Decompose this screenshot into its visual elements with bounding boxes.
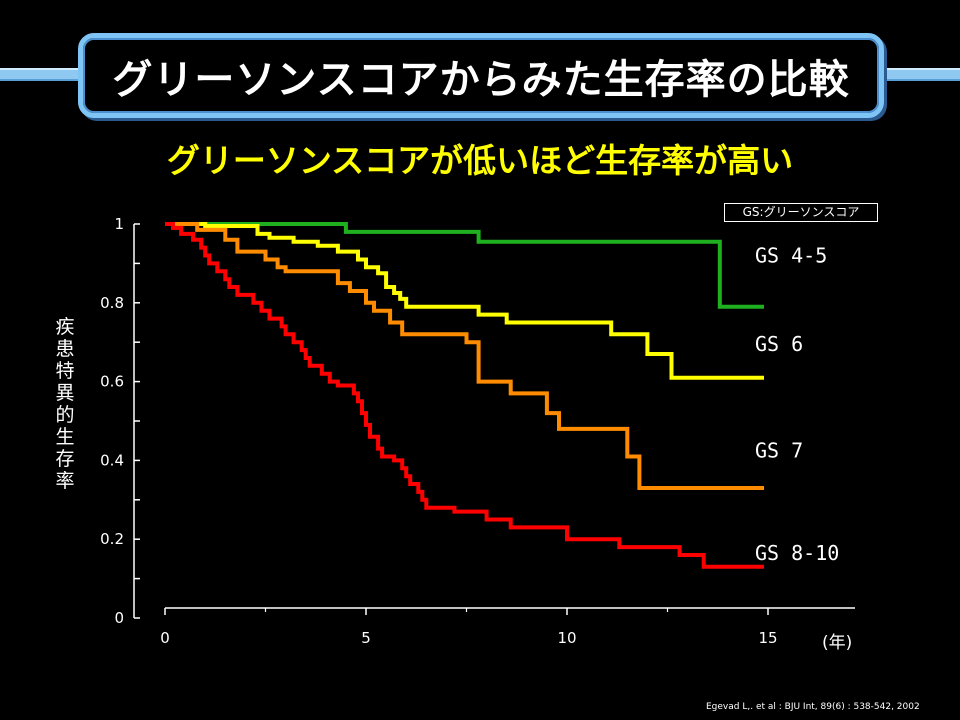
y-tick-label: 0.2 xyxy=(100,530,124,548)
x-axis-unit-label: (年) xyxy=(822,633,853,653)
series-label-0: GS 4-5 xyxy=(755,244,827,268)
y-axis-label-char-5: 生 xyxy=(55,426,75,448)
y-axis-label: 疾患特異的生存率 xyxy=(54,316,76,492)
x-tick-label: 10 xyxy=(557,629,576,647)
page-subtitle: グリーソンスコアが低いほど生存率が高い xyxy=(166,141,794,180)
y-axis-label-char-2: 特 xyxy=(55,360,75,382)
series-line-3 xyxy=(165,222,764,569)
header-bar-right xyxy=(880,68,960,81)
legend-note: GS:グリーソンスコア xyxy=(724,203,878,222)
series-label-3: GS 8-10 xyxy=(755,541,839,565)
y-axis-label-char-6: 存 xyxy=(55,448,75,470)
header-bar-left xyxy=(0,68,82,81)
y-tick-label: 0.4 xyxy=(100,451,124,469)
y-tick-label: 0.8 xyxy=(100,294,124,312)
y-axis-label-char-0: 疾 xyxy=(55,316,75,338)
y-tick-label: 0 xyxy=(114,609,124,627)
title-box: グリーソンスコアからみた生存率の比較 xyxy=(78,33,884,118)
page-title: グリーソンスコアからみた生存率の比較 xyxy=(112,56,850,103)
x-tick-label: 15 xyxy=(758,629,777,647)
series-label-2: GS 7 xyxy=(755,439,803,463)
citation: Egevad L,. et al : BJU Int, 89(6) : 538-… xyxy=(706,702,920,712)
y-axis-label-char-7: 率 xyxy=(55,470,75,492)
y-tick-label: 1 xyxy=(114,215,124,233)
y-axis-label-char-4: 的 xyxy=(55,404,75,426)
series-line-0 xyxy=(165,222,764,309)
series-line-2 xyxy=(165,222,764,490)
series-label-1: GS 6 xyxy=(755,332,803,356)
y-tick-label: 0.6 xyxy=(100,373,124,391)
x-tick-label: 5 xyxy=(361,629,371,647)
series-line-1 xyxy=(165,222,764,380)
x-tick-label: 0 xyxy=(160,629,170,647)
y-axis-label-char-3: 異 xyxy=(55,382,75,404)
y-axis-label-char-1: 患 xyxy=(55,338,75,360)
